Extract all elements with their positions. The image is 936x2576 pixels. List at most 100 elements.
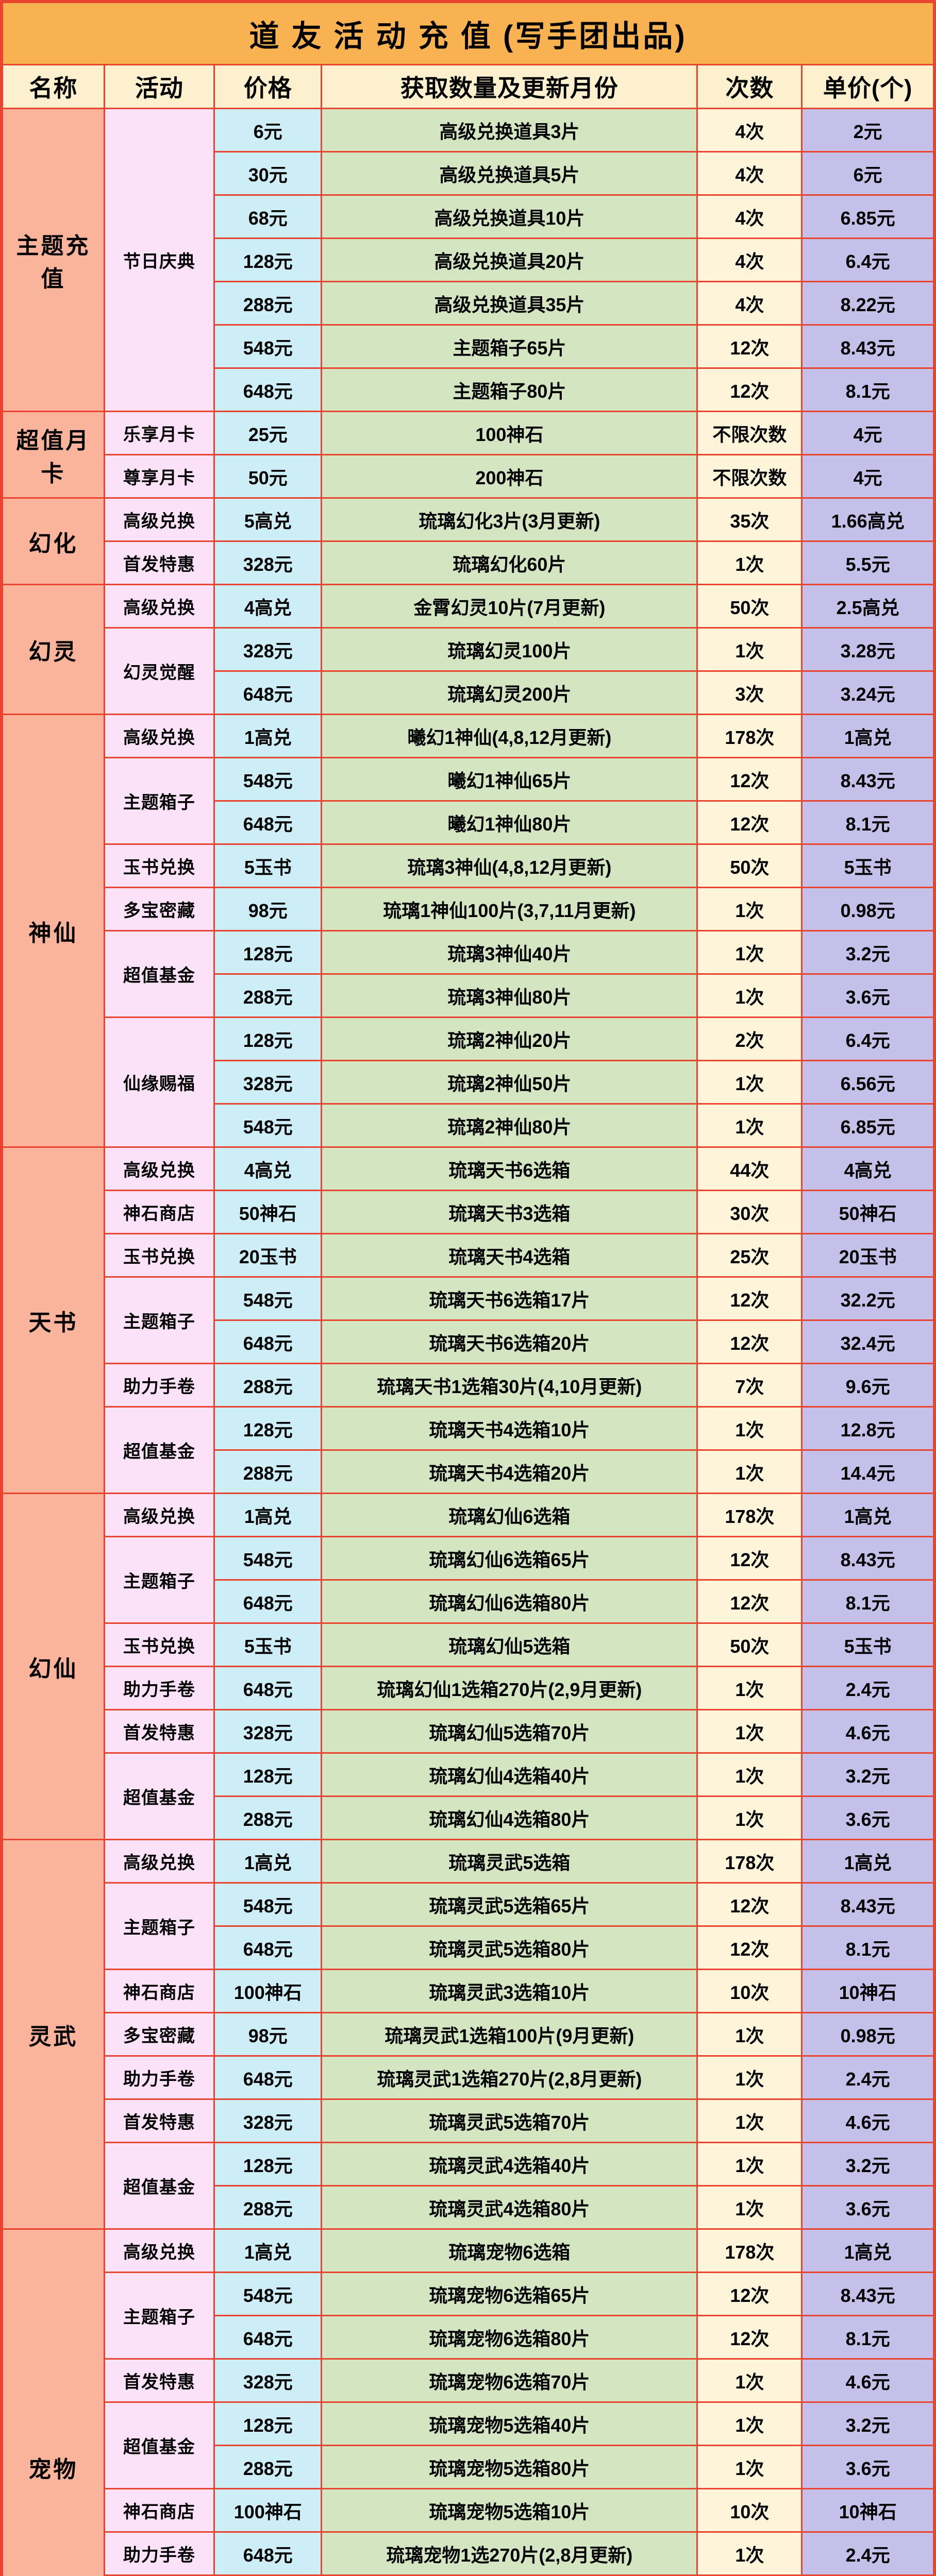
activity-name-cell: 超值基金: [105, 1754, 214, 1839]
price-cell: 648元: [215, 1927, 321, 1969]
table-row: 首发特惠 328元 琉璃幻化60片 1次 5.5元: [3, 542, 933, 584]
price-cell: 328元: [215, 2100, 321, 2142]
price-cell: 98元: [215, 2013, 321, 2055]
table-row: 神石商店 100神石 琉璃灵武3选箱10片 10次 10神石: [3, 1970, 933, 2012]
price-cell: 328元: [215, 1061, 321, 1103]
unit-price-cell: 1高兑: [803, 715, 933, 757]
activity-name-cell: 超值基金: [105, 931, 214, 1016]
table-row: 多宝密藏 98元 琉璃1神仙100片(3,7,11月更新) 1次 0.98元: [3, 888, 933, 930]
activity-name-cell: 节日庆典: [105, 109, 214, 411]
get-amount-cell: 琉璃宠物6选箱80片: [322, 2316, 697, 2358]
unit-price-cell: 0.98元: [803, 2013, 933, 2055]
times-cell: 1次: [698, 1105, 801, 1146]
times-cell: 1次: [698, 542, 801, 584]
activity-name-cell: 尊享月卡: [105, 455, 214, 497]
get-amount-cell: 琉璃灵武5选箱80片: [322, 1927, 697, 1969]
price-cell: 128元: [215, 239, 321, 281]
unit-price-cell: 32.2元: [803, 1278, 933, 1319]
table-row: 30元 高级兑换道具5片 4次 6元: [3, 152, 933, 194]
price-cell: 5玉书: [215, 845, 321, 887]
unit-price-cell: 20玉书: [803, 1234, 933, 1276]
table-row: 助力手卷 288元 琉璃天书1选箱30片(4,10月更新) 7次 9.6元: [3, 1364, 933, 1406]
times-cell: 1次: [698, 1797, 801, 1839]
group-name-cell: 灵武: [3, 1840, 104, 2228]
price-cell: 1高兑: [215, 2230, 321, 2272]
get-amount-cell: 琉璃宠物1选270片(2,8月更新): [322, 2533, 697, 2574]
column-header-3: 获取数量及更新月份: [322, 65, 697, 108]
times-cell: 35次: [698, 499, 801, 540]
get-amount-cell: 高级兑换道具35片: [322, 282, 697, 324]
price-cell: 288元: [215, 975, 321, 1016]
activity-name-cell: 首发特惠: [105, 2100, 214, 2142]
unit-price-cell: 4.6元: [803, 2360, 933, 2401]
table-row: 宠物 高级兑换 1高兑 琉璃宠物6选箱 178次 1高兑: [3, 2230, 933, 2576]
unit-price-cell: 1高兑: [803, 1494, 933, 1536]
price-cell: 30元: [215, 152, 321, 194]
unit-price-cell: 8.43元: [803, 758, 933, 800]
table-row: 648元 琉璃灵武5选箱80片 12次 8.1元: [3, 1927, 933, 1969]
price-cell: 25元: [215, 412, 321, 454]
table-row: 288元 琉璃3神仙80片 1次 3.6元: [3, 975, 933, 1016]
unit-price-cell: 10神石: [803, 2489, 933, 2531]
get-amount-cell: 200神石: [322, 455, 697, 497]
get-amount-cell: 琉璃灵武5选箱65片: [322, 1884, 697, 1925]
activity-name-cell: 仙缘赐福: [105, 1018, 214, 1146]
get-amount-cell: 琉璃灵武1选箱270片(2,8月更新): [322, 2057, 697, 2098]
table-row: 288元 琉璃宠物5选箱80片 1次 3.6元: [3, 2446, 933, 2488]
table-row: 648元 琉璃宠物6选箱80片 12次 8.1元: [3, 2316, 933, 2358]
price-cell: 648元: [215, 1667, 321, 1709]
unit-price-cell: 4元: [803, 412, 933, 454]
group-name-cell: 神仙: [3, 715, 104, 1146]
activity-name-cell: 乐享月卡: [105, 412, 214, 454]
price-cell: 1高兑: [215, 1840, 321, 1882]
price-cell: 128元: [215, 1754, 321, 1795]
price-cell: 288元: [215, 282, 321, 324]
price-cell: 50神石: [215, 1191, 321, 1233]
table-row: 主题充值 节日庆典 6元 高级兑换道具3片 4次 2元: [3, 109, 933, 411]
times-cell: 12次: [698, 1321, 801, 1363]
unit-price-cell: 8.43元: [803, 2273, 933, 2315]
price-cell: 100神石: [215, 1970, 321, 2012]
get-amount-cell: 琉璃天书4选箱10片: [322, 1408, 697, 1449]
times-cell: 1次: [698, 2057, 801, 2098]
times-cell: 30次: [698, 1191, 801, 1233]
times-cell: 12次: [698, 1927, 801, 1969]
times-cell: 4次: [698, 282, 801, 324]
unit-price-cell: 6.85元: [803, 196, 933, 238]
activity-name-cell: 助力手卷: [105, 2057, 214, 2098]
price-cell: 648元: [215, 369, 321, 411]
unit-price-cell: 10神石: [803, 1970, 933, 2012]
price-cell: 328元: [215, 542, 321, 584]
get-amount-cell: 琉璃宠物6选箱: [322, 2230, 697, 2272]
price-cell: 648元: [215, 1321, 321, 1363]
times-cell: 1次: [698, 1061, 801, 1103]
times-cell: 1次: [698, 629, 801, 670]
get-amount-cell: 琉璃幻化60片: [322, 542, 697, 584]
price-cell: 4高兑: [215, 1148, 321, 1190]
times-cell: 不限次数: [698, 455, 801, 497]
price-cell: 648元: [215, 2316, 321, 2358]
table-row: 助力手卷 648元 琉璃幻仙1选箱270片(2,9月更新) 1次 2.4元: [3, 1667, 933, 1709]
table-row: 神石商店 50神石 琉璃天书3选箱 30次 50神石: [3, 1191, 933, 1233]
get-amount-cell: 琉璃2神仙50片: [322, 1061, 697, 1103]
unit-price-cell: 2.5高兑: [803, 585, 933, 627]
price-cell: 288元: [215, 1797, 321, 1839]
price-cell: 548元: [215, 2273, 321, 2315]
get-amount-cell: 琉璃宠物6选箱70片: [322, 2360, 697, 2401]
times-cell: 1次: [698, 1754, 801, 1795]
get-amount-cell: 琉璃幻仙5选箱70片: [322, 1710, 697, 1752]
activity-name-cell: 多宝密藏: [105, 888, 214, 930]
times-cell: 1次: [698, 931, 801, 973]
table-row: 超值基金 128元 琉璃3神仙40片 1次 3.2元: [3, 931, 933, 1016]
get-amount-cell: 琉璃幻仙6选箱80片: [322, 1581, 697, 1622]
activity-name-cell: 高级兑换: [105, 715, 214, 757]
table-row: 助力手卷 648元 琉璃宠物1选270片(2,8月更新) 1次 2.4元: [3, 2533, 933, 2574]
get-amount-cell: 高级兑换道具5片: [322, 152, 697, 194]
price-cell: 548元: [215, 1278, 321, 1319]
table-row: 首发特惠 328元 琉璃宠物6选箱70片 1次 4.6元: [3, 2360, 933, 2401]
times-cell: 1次: [698, 2446, 801, 2488]
price-cell: 648元: [215, 672, 321, 714]
get-amount-cell: 琉璃灵武4选箱80片: [322, 2187, 697, 2228]
